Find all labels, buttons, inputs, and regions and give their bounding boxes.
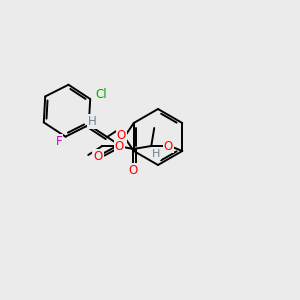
Text: O: O [93,150,103,163]
Text: H: H [152,149,160,159]
Text: H: H [88,115,96,128]
Text: O: O [164,140,173,152]
Text: O: O [116,129,126,142]
Text: O: O [115,140,124,152]
Text: O: O [129,164,138,176]
Text: F: F [56,135,62,148]
Text: Cl: Cl [95,88,107,101]
